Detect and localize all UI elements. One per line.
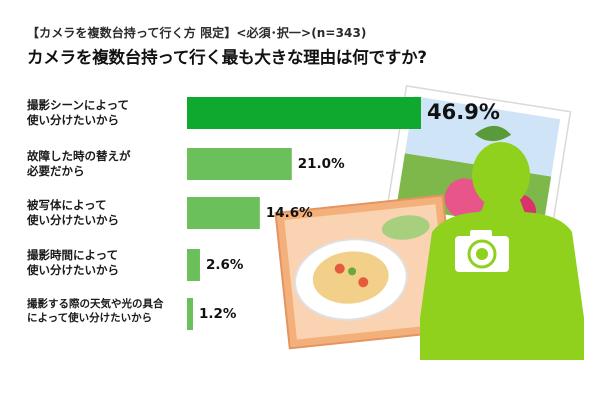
value-label-1: 46.9% [427, 99, 500, 124]
category-label-2: 故障した時の替えが 必要だから [27, 149, 131, 178]
category-label-5: 撮影する際の天気や光の具合 によって使い分けたいから [27, 298, 164, 324]
value-label-2: 21.0% [297, 155, 345, 172]
value-label-5: 1.2% [199, 305, 237, 322]
bar-1 [187, 97, 421, 129]
chart-title: カメラを複数台持って行く最も大きな理由は何ですか? [27, 48, 427, 67]
category-label-4: 撮影時間によって 使い分けたいから [27, 248, 119, 277]
bar-4 [187, 249, 200, 281]
camera-icon [455, 230, 509, 272]
chart-subtitle: 【カメラを複数台持って行く方 限定】<必須･択一>(n=343) [27, 26, 367, 40]
bar-3 [187, 197, 260, 229]
value-label-3: 14.6% [265, 204, 313, 221]
value-label-4: 2.6% [205, 256, 244, 273]
category-label-3: 被写体によって 使い分けたいから [27, 198, 119, 227]
bar-group [187, 97, 421, 330]
bar-5 [187, 298, 193, 330]
photo-illustration [274, 84, 584, 360]
category-label-1: 撮影シーンによって 使い分けたいから [27, 98, 130, 127]
bar-2 [187, 148, 292, 180]
